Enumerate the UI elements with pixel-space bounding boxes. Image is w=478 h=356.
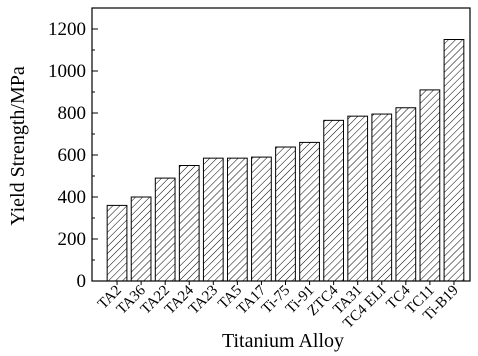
bar-ta36	[130, 196, 152, 282]
y-tick-label: 600	[58, 145, 87, 166]
bar-ta5	[226, 157, 248, 282]
bars-layer	[106, 39, 465, 282]
bar-ti-b19	[443, 39, 465, 282]
bar-ta23	[202, 157, 224, 282]
y-tick-label: 400	[58, 187, 87, 208]
plot-frame	[91, 7, 471, 282]
y-tick-label: 200	[58, 229, 87, 250]
bar-ta17	[251, 156, 272, 282]
bar-ztc4	[323, 119, 345, 282]
y-axis-title: Yield Strength/MPa	[7, 66, 29, 226]
bar-ta2	[106, 204, 128, 282]
bar-ti-91	[299, 141, 320, 282]
bar-ta31	[347, 115, 369, 282]
y-tick-label: 0	[77, 271, 87, 292]
y-tick-label: 800	[58, 103, 87, 124]
bar-ta22	[154, 177, 176, 282]
x-axis-title: Titanium Alloy	[222, 330, 344, 352]
y-tick-label: 1000	[48, 61, 86, 82]
bar-ta24	[178, 165, 200, 282]
bar-tc4-eli	[371, 113, 393, 282]
bar-tc4	[395, 107, 417, 282]
bar-ti-75	[275, 146, 296, 282]
bar-tc11	[419, 89, 441, 282]
y-tick-label: 1200	[48, 19, 86, 40]
